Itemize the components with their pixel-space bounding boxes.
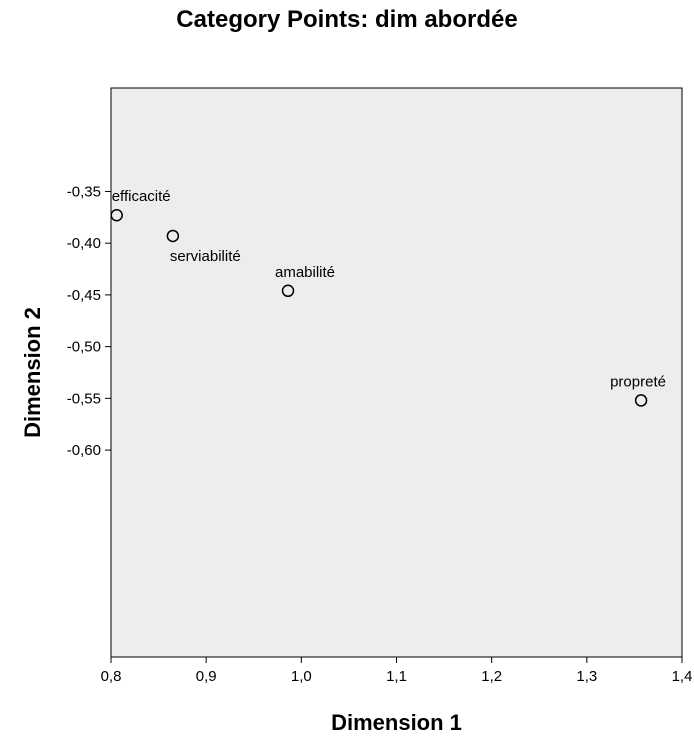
chart-title: Category Points: dim abordée [176, 6, 518, 33]
y-tick-label: -0,45 [67, 287, 101, 304]
y-tick-label: -0,40 [67, 235, 101, 252]
y-tick-label: -0,35 [67, 183, 101, 200]
x-tick-label: 1,0 [291, 668, 312, 685]
data-point [281, 284, 295, 298]
x-axis-title: Dimension 1 [331, 710, 462, 735]
y-tick-label: -0,50 [67, 339, 101, 356]
y-axis-title: Dimension 2 [20, 307, 45, 438]
y-tick-label: -0,55 [67, 390, 101, 407]
x-tick-label: 0,8 [101, 668, 122, 685]
data-point-label: serviabilité [170, 248, 241, 265]
data-point [110, 208, 123, 222]
y-axis-ticks: -0,35 -0,40 -0,45 -0,50 -0,55 -0,60 [67, 183, 111, 459]
data-point [166, 229, 180, 243]
data-point [634, 394, 648, 407]
x-tick-label: 1,3 [576, 668, 597, 685]
x-tick-label: 1,1 [386, 668, 407, 685]
data-points: efficacité serviabilité amabilité propreté [110, 188, 666, 407]
data-point-label: propreté [610, 373, 666, 390]
plot-area [110, 87, 683, 658]
data-point-label: amabilité [275, 264, 335, 281]
data-point-label: efficacité [112, 188, 171, 205]
x-tick-label: 1,4 [672, 668, 693, 685]
x-tick-label: 1,2 [481, 668, 502, 685]
x-axis-ticks: 0,8 0,9 1,0 1,1 1,2 1,3 1,4 [101, 657, 693, 685]
x-tick-label: 0,9 [196, 668, 217, 685]
y-tick-label: -0,60 [67, 442, 101, 459]
